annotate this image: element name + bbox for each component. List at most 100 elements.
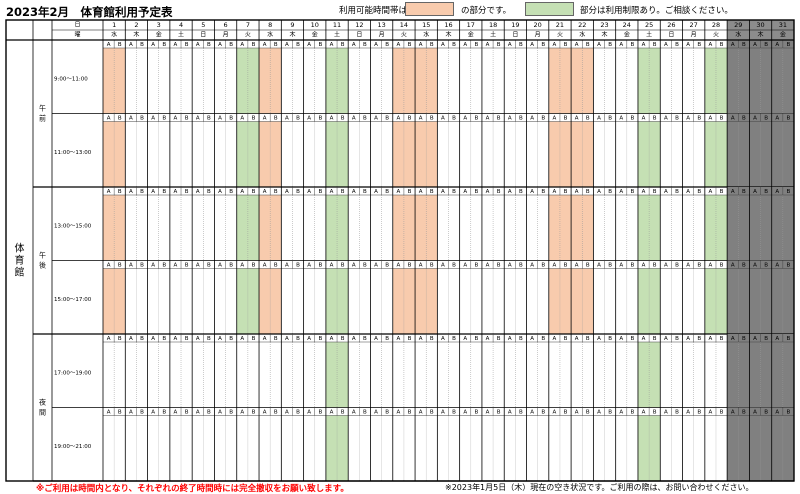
ab-label: B	[452, 42, 456, 48]
ab-label: B	[185, 410, 189, 416]
ab-label: B	[474, 336, 478, 342]
ab-label: B	[274, 189, 278, 195]
day-number: 7	[246, 21, 250, 29]
ab-label: B	[787, 336, 791, 342]
ab-label: A	[530, 336, 534, 342]
ab-label: B	[541, 263, 545, 269]
period-label: 午	[39, 104, 46, 113]
ab-label: A	[218, 116, 222, 122]
ab-label: A	[263, 263, 267, 269]
ab-label: A	[486, 263, 490, 269]
ab-label: A	[486, 410, 490, 416]
ab-label: B	[118, 189, 122, 195]
ab-label: A	[486, 336, 490, 342]
ab-label: B	[118, 263, 122, 269]
ab-label: A	[597, 116, 601, 122]
legend-restricted-swatch	[525, 2, 574, 16]
ab-label: B	[720, 263, 724, 269]
ab-label: A	[174, 410, 178, 416]
ab-label: B	[229, 410, 233, 416]
ab-label: A	[575, 410, 579, 416]
ab-label: A	[419, 263, 423, 269]
ab-label: B	[341, 263, 345, 269]
ab-label: B	[675, 410, 679, 416]
ab-label: B	[742, 116, 746, 122]
day-number: 3	[157, 21, 161, 29]
ab-label: A	[419, 410, 423, 416]
ab-label: B	[586, 336, 590, 342]
ab-label: B	[697, 42, 701, 48]
ab-label: B	[564, 189, 568, 195]
ab-label: A	[664, 336, 668, 342]
weekday-label: 月	[223, 32, 229, 39]
ab-label: B	[519, 189, 523, 195]
weekday-label: 水	[111, 31, 117, 39]
ab-label: B	[608, 336, 612, 342]
ab-label: A	[218, 189, 222, 195]
period-label: 前	[39, 114, 46, 123]
ab-label: B	[452, 336, 456, 342]
ab-label: A	[419, 42, 423, 48]
ab-label: B	[185, 263, 189, 269]
ab-label: A	[174, 263, 178, 269]
ab-label: B	[608, 42, 612, 48]
header-weekday-label: 曜	[74, 32, 80, 39]
legend-restricted-text: 部分は利用制限あり。ご相談ください。	[580, 6, 733, 16]
ab-label: A	[664, 42, 668, 48]
day-number: 5	[201, 21, 205, 29]
ab-label: B	[653, 116, 657, 122]
ab-label: A	[619, 189, 623, 195]
ab-label: B	[608, 189, 612, 195]
ab-label: A	[129, 410, 133, 416]
ab-label: A	[419, 116, 423, 122]
day-number: 8	[268, 21, 272, 29]
ab-label: A	[151, 336, 155, 342]
ab-label: A	[597, 336, 601, 342]
ab-label: A	[307, 410, 311, 416]
ab-label: B	[697, 410, 701, 416]
ab-label: B	[229, 42, 233, 48]
ab-label: A	[463, 263, 467, 269]
ab-label: B	[497, 410, 501, 416]
ab-label: B	[653, 189, 657, 195]
ab-label: B	[341, 336, 345, 342]
ab-label: A	[374, 42, 378, 48]
weekday-label: 火	[245, 32, 251, 39]
ab-label: B	[497, 42, 501, 48]
ab-label: B	[430, 189, 434, 195]
footer-note: ※2023年1月5日（木）現在の空き状況です。ご利用の際は、お問い合わせください…	[445, 483, 754, 492]
ab-label: B	[697, 336, 701, 342]
ab-label: B	[787, 42, 791, 48]
ab-label: A	[775, 410, 779, 416]
ab-label: A	[174, 336, 178, 342]
ab-label: B	[586, 263, 590, 269]
ab-label: B	[452, 410, 456, 416]
ab-label: A	[709, 189, 713, 195]
ab-label: B	[118, 116, 122, 122]
ab-label: B	[274, 42, 278, 48]
ab-label: B	[318, 189, 322, 195]
ab-label: A	[508, 189, 512, 195]
weekday-label: 木	[758, 31, 764, 39]
ab-label: B	[608, 263, 612, 269]
day-number: 19	[511, 21, 519, 29]
ab-label: A	[619, 42, 623, 48]
ab-label: B	[519, 263, 523, 269]
ab-label: A	[686, 189, 690, 195]
weekday-label: 土	[646, 31, 652, 39]
ab-label: A	[352, 116, 356, 122]
ab-label: A	[530, 263, 534, 269]
day-number: 17	[467, 21, 475, 29]
ab-label: A	[619, 410, 623, 416]
ab-label: A	[196, 116, 200, 122]
ab-label: A	[151, 42, 155, 48]
ab-label: A	[441, 410, 445, 416]
weekday-label: 火	[557, 32, 563, 39]
ab-label: A	[575, 336, 579, 342]
ab-label: A	[552, 263, 556, 269]
ab-label: B	[474, 116, 478, 122]
ab-label: A	[419, 189, 423, 195]
ab-label: A	[129, 116, 133, 122]
ab-label: B	[363, 263, 367, 269]
